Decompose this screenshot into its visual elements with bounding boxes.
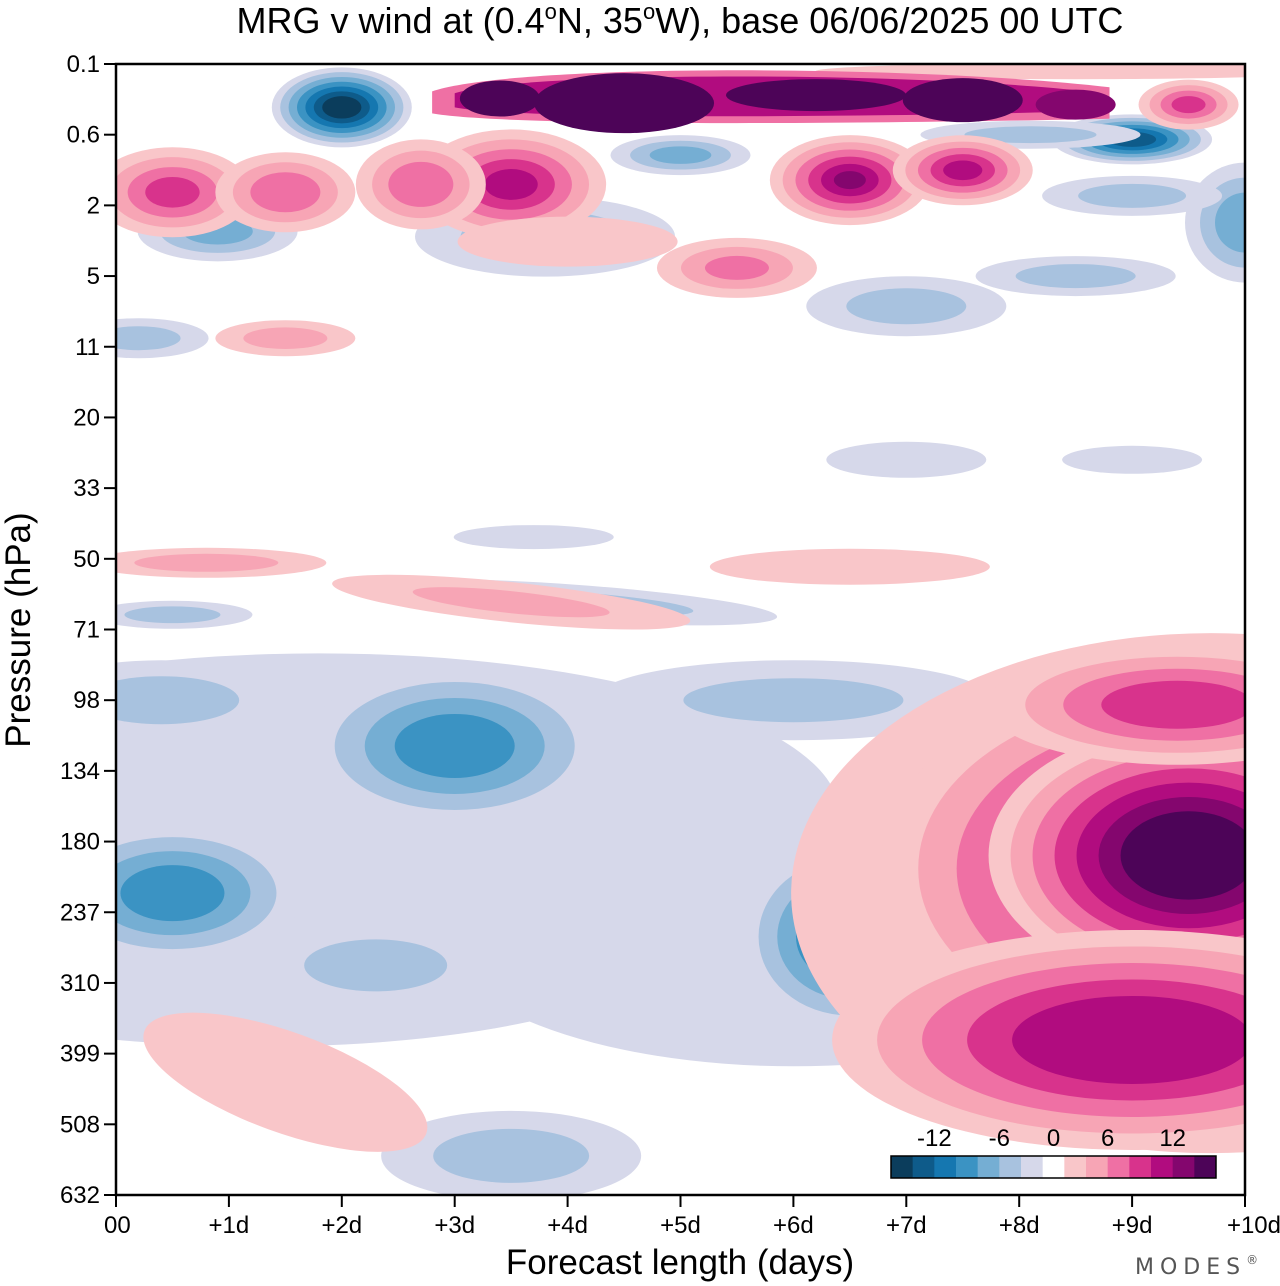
negative-region (322, 96, 362, 119)
colorbar-swatch (1086, 1156, 1109, 1178)
positive-region (534, 73, 715, 134)
colorbar-swatch (1172, 1156, 1195, 1178)
colorbar-label: 6 (1101, 1125, 1114, 1152)
positive-region (1171, 96, 1206, 114)
x-axis: 00 +1d +2d +3d +4d +5d +6d +7d +8d +9d +10d (104, 1195, 1280, 1239)
positive-region (704, 255, 769, 280)
negative-region (433, 1128, 590, 1183)
positive-wind-regions (116, 64, 1245, 1154)
colorbar-swatch (1021, 1156, 1044, 1178)
y-tick-label: 508 (60, 1111, 100, 1138)
negative-region (394, 713, 515, 778)
positive-region (1120, 811, 1245, 900)
colorbar-swatch (1064, 1156, 1087, 1178)
colorbar-swatch (934, 1156, 957, 1178)
y-tick-label: 310 (60, 970, 100, 997)
colorbar-frame (890, 1155, 1217, 1179)
colorbar-swatch (1194, 1156, 1217, 1178)
contour-field (116, 64, 1245, 1195)
y-tick-label: 180 (60, 829, 100, 856)
colorbar-swatch (912, 1156, 935, 1178)
negative-region (1015, 264, 1136, 289)
positive-region (388, 161, 454, 207)
colorbar-label: 12 (1159, 1125, 1186, 1152)
negative-region (1215, 192, 1245, 253)
negative-region (683, 678, 904, 723)
positive-region (459, 80, 540, 117)
negative-region (846, 288, 967, 325)
negative-region (116, 326, 181, 351)
y-tick-label: 0.1 (67, 51, 100, 78)
positive-region (725, 79, 906, 112)
colorbar-swatch (1042, 1156, 1065, 1178)
colorbar-swatch (956, 1156, 979, 1178)
x-tick-label: +8d (999, 1212, 1040, 1239)
positive-region (943, 160, 983, 181)
colorbar-swatch (1129, 1156, 1152, 1178)
positive-region (145, 176, 200, 208)
colorbar-swatch (1151, 1156, 1174, 1178)
y-tick-label: 20 (73, 404, 100, 431)
y-tick-label: 399 (60, 1041, 100, 1068)
positive-region (250, 172, 321, 213)
x-tick-label: +1d (209, 1212, 250, 1239)
modes-logo: MODES® (1135, 1253, 1264, 1280)
y-tick-label: 2 (87, 192, 100, 219)
colorbar-swatch (999, 1156, 1022, 1178)
negative-region (453, 525, 614, 550)
positive-region (1101, 680, 1245, 729)
y-tick-label: 33 (73, 475, 100, 502)
y-tick-label: 5 (87, 263, 100, 290)
positive-region (412, 587, 610, 618)
negative-region (124, 606, 221, 624)
colorbar-label: -12 (917, 1125, 952, 1152)
negative-region (304, 939, 448, 992)
x-tick-label: +7d (886, 1212, 927, 1239)
x-tick-label: 00 (104, 1212, 131, 1239)
x-tick-label: +10d (1227, 1212, 1280, 1239)
y-tick-label: 98 (73, 687, 100, 714)
positive-region (134, 553, 279, 572)
colorbar-label: 0 (1047, 1125, 1060, 1152)
positive-region (457, 216, 678, 267)
y-axis-title: Pressure (hPa) (0, 512, 38, 747)
x-tick-label: +9d (1112, 1212, 1153, 1239)
y-tick-label: 237 (60, 899, 100, 926)
positive-region (833, 171, 866, 190)
x-tick-label: +6d (773, 1212, 814, 1239)
negative-region (826, 441, 987, 478)
y-tick-label: 0.6 (67, 122, 100, 149)
y-tick-label: 71 (73, 617, 100, 644)
y-tick-label: 50 (73, 546, 100, 573)
negative-region (120, 865, 225, 922)
y-tick-label: 11 (75, 334, 100, 361)
positive-region (902, 78, 1023, 123)
chart-title: MRG v wind at (0.4oN, 35oW), base 06/06/… (237, 0, 1124, 41)
positive-region (1035, 89, 1116, 120)
positive-region (143, 1012, 428, 1152)
y-tick-label: 632 (60, 1182, 100, 1209)
colorbar: -12 -6 0 6 12 (890, 1125, 1217, 1179)
x-tick-label: +3d (434, 1212, 475, 1239)
negative-region (1062, 445, 1203, 474)
colorbar-swatch (977, 1156, 1000, 1178)
y-axis: 0.1 0.6 2 5 11 20 33 50 71 98 134 180 237 310 399 508 63… (60, 51, 116, 1209)
x-tick-label: +4d (547, 1212, 588, 1239)
positive-region (1012, 995, 1245, 1084)
x-tick-label: +2d (321, 1212, 362, 1239)
x-tick-label: +5d (660, 1212, 701, 1239)
positive-region (484, 169, 538, 200)
positive-region (243, 327, 328, 350)
positive-region (709, 548, 990, 585)
colorbar-label: -6 (989, 1125, 1010, 1152)
negative-region (649, 146, 712, 164)
x-axis-title: Forecast length (days) (506, 1243, 854, 1282)
y-tick-label: 134 (60, 758, 100, 785)
colorbar-swatch (1107, 1156, 1130, 1178)
colorbar-swatch (891, 1156, 914, 1178)
negative-region (964, 126, 1097, 144)
negative-region (116, 676, 240, 725)
negative-region (1078, 183, 1187, 208)
